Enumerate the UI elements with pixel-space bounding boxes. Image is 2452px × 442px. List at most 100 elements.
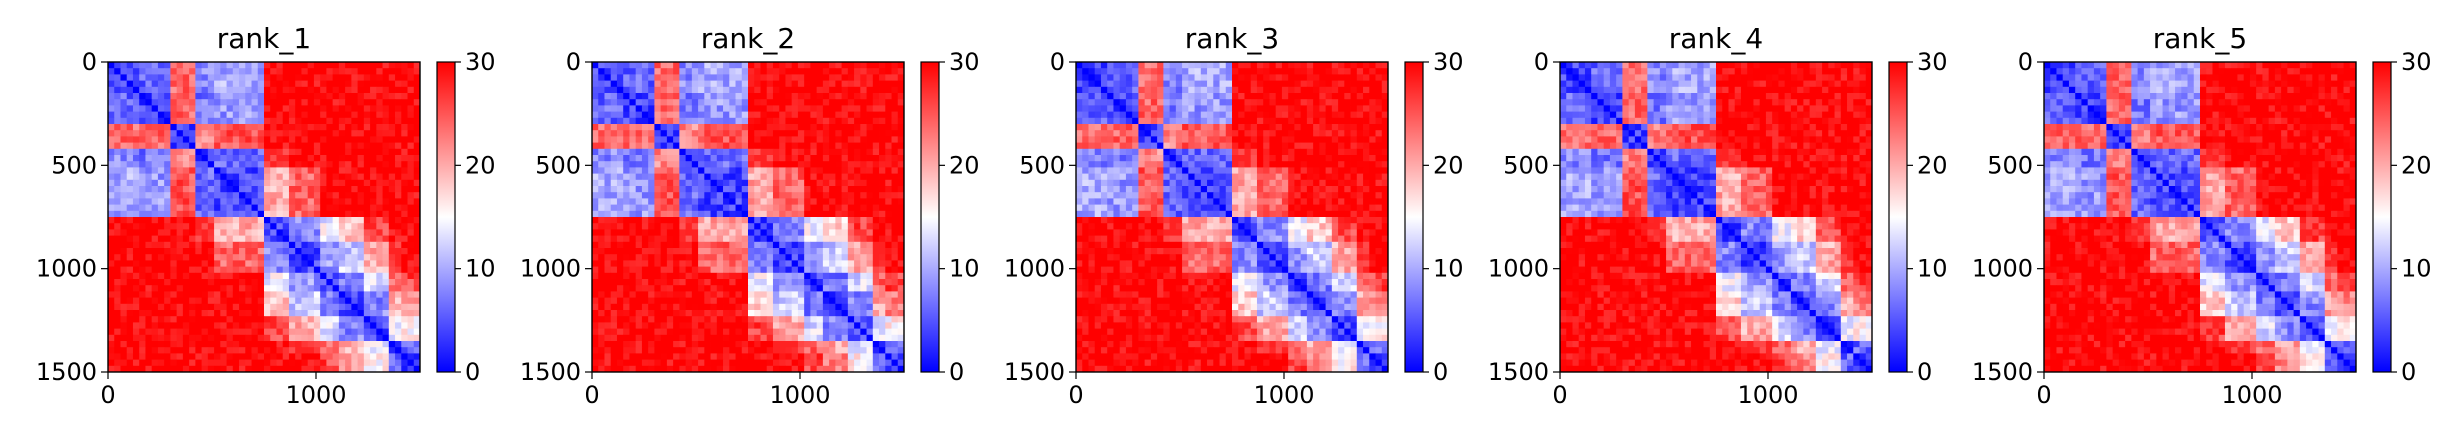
heatmap-cell [804,81,811,88]
heatmap-cell [252,174,259,181]
heatmap-cell [711,353,718,360]
heatmap-cell [401,74,408,81]
heatmap-cell [401,291,408,298]
heatmap-cell [804,298,811,305]
heatmap-cell [208,285,215,292]
heatmap-cell [314,186,321,193]
heatmap-cell [320,74,327,81]
heatmap-cell [829,254,836,261]
heatmap-cell [270,205,277,212]
heatmap-cell [754,174,761,181]
heatmap-cell [408,180,415,187]
heatmap-cell [661,217,668,224]
heatmap-cell [308,149,315,156]
heatmap-cell [661,155,668,162]
heatmap-cell [214,198,221,205]
heatmap-cell [120,62,127,69]
heatmap-cell [629,248,636,255]
heatmap-cell [754,68,761,75]
heatmap-cell [667,180,674,187]
heatmap-cell [767,81,774,88]
heatmap-cell [170,118,177,125]
heatmap-cell [729,242,736,249]
heatmap-cell [611,279,618,286]
heatmap-cell [661,136,668,143]
heatmap-cell [376,167,383,174]
heatmap-cell [383,322,390,329]
heatmap-cell [358,322,365,329]
heatmap-cell [810,347,817,354]
heatmap-cell [779,353,786,360]
heatmap-cell [177,229,184,236]
heatmap-cell [604,316,611,323]
heatmap-cell [264,304,271,311]
heatmap-cell [320,360,327,367]
heatmap-cell [120,124,127,131]
heatmap-cell [339,62,346,69]
heatmap-cell [748,124,755,131]
heatmap-cell [114,298,121,305]
heatmap-cell [867,186,874,193]
heatmap-cell [598,124,605,131]
heatmap-cell [704,229,711,236]
heatmap-cell [854,112,861,119]
heatmap-cell [679,174,686,181]
heatmap-cell [183,87,190,94]
heatmap-cell [873,211,880,218]
heatmap-cell [698,335,705,342]
heatmap-cell [289,335,296,342]
heatmap-cell [885,161,892,168]
heatmap-cell [798,310,805,317]
heatmap-cell [854,167,861,174]
heatmap-cell [723,161,730,168]
heatmap-cell [308,279,315,286]
heatmap-cell [673,93,680,100]
heatmap-cell [654,260,661,267]
heatmap-cell [239,310,246,317]
heatmap-cell [854,242,861,249]
heatmap-cell [308,192,315,199]
heatmap-cell [642,260,649,267]
heatmap-cell [873,242,880,249]
heatmap-cell [654,192,661,199]
heatmap-cell [773,180,780,187]
heatmap-cell [189,105,196,112]
heatmap-cell [779,304,786,311]
heatmap-cell [208,81,215,88]
heatmap-cell [623,99,630,106]
heatmap-cell [661,242,668,249]
heatmap-cell [648,341,655,348]
heatmap-cell [314,341,321,348]
heatmap-cell [848,248,855,255]
heatmap-cell [704,93,711,100]
heatmap-cell [383,112,390,119]
heatmap-cell [233,174,240,181]
heatmap-cell [592,155,599,162]
heatmap-cell [823,161,830,168]
heatmap-cell [854,310,861,317]
heatmap-cell [604,143,611,150]
heatmap-cell [792,155,799,162]
heatmap-cell [667,341,674,348]
heatmap-cell [623,118,630,125]
heatmap-cell [736,99,743,106]
heatmap-cell [152,93,159,100]
heatmap-cell [879,211,886,218]
heatmap-cell [711,267,718,274]
heatmap-cell [792,130,799,137]
heatmap-cell [779,279,786,286]
heatmap-cell [245,242,252,249]
heatmap-cell [295,180,302,187]
heatmap-cell [283,285,290,292]
heatmap-cell [736,229,743,236]
heatmap-cell [408,260,415,267]
heatmap-cell [258,273,265,280]
heatmap-cell [120,248,127,255]
heatmap-cell [183,322,190,329]
heatmap-cell [351,198,358,205]
heatmap-cell [283,223,290,230]
heatmap-cell [270,229,277,236]
heatmap-cell [742,105,749,112]
heatmap-cell [679,322,686,329]
heatmap-cell [742,273,749,280]
